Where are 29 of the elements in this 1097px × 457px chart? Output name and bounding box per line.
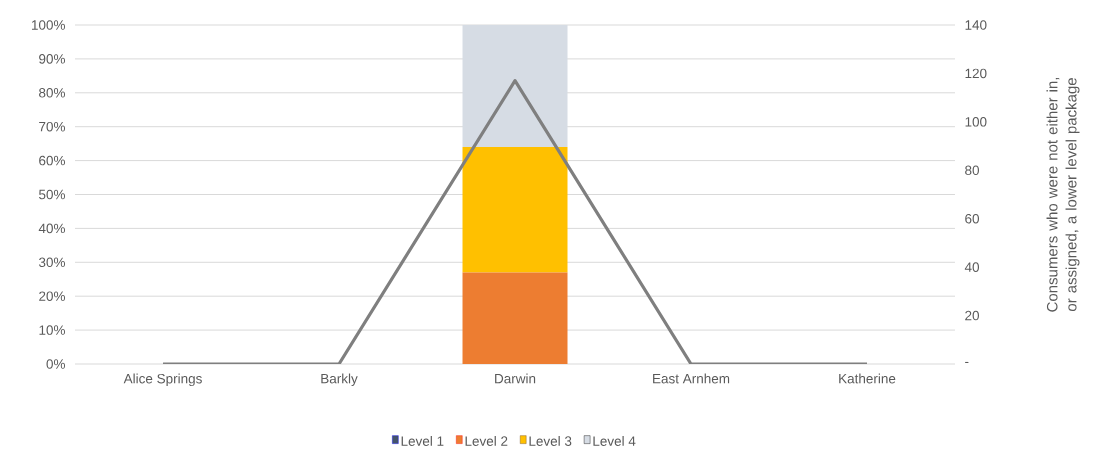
y-tick-label: 50% [39, 189, 65, 200]
legend-label: Level 1 [401, 435, 444, 446]
y2-tick-label: 20 [965, 310, 980, 321]
y2-tick-label: 140 [965, 20, 987, 30]
y-tick-label: 60% [39, 155, 65, 166]
legend-label: Level 4 [593, 435, 636, 446]
y-tick-label: 10% [39, 325, 65, 335]
y-tick-label: 90% [39, 54, 65, 64]
y2-axis-title: Consumers who were not either in, or assigned, a lower level package [1046, 77, 1080, 312]
y-tick-label: 70% [39, 121, 65, 132]
y-tick-label: 0% [46, 359, 65, 369]
y2-tick-label: 40 [964, 262, 980, 272]
y-tick-label: 100% [31, 20, 65, 30]
x-tick-label: Alice Springs [123, 373, 202, 387]
y-tick-label: 20% [39, 291, 65, 301]
y2-tick-label: - [965, 361, 969, 363]
y-tick-label: 30% [38, 257, 65, 268]
x-tick-label: Barkly [321, 373, 358, 387]
legend-label: Level 2 [465, 435, 508, 446]
y2-tick-label: 60 [965, 213, 980, 224]
legend-label: Level 3 [529, 435, 572, 446]
x-tick-label: Darwin [495, 373, 536, 384]
y-tick-label: 80% [39, 88, 65, 98]
y-tick-label: 40% [38, 223, 65, 234]
y2-tick-label: 80 [965, 165, 980, 176]
x-tick-label: Katherine [839, 373, 896, 384]
y2-tick-label: 120 [965, 68, 987, 79]
y2-tick-label: 100 [965, 117, 987, 127]
x-tick-label: East Arnhem [653, 373, 730, 384]
